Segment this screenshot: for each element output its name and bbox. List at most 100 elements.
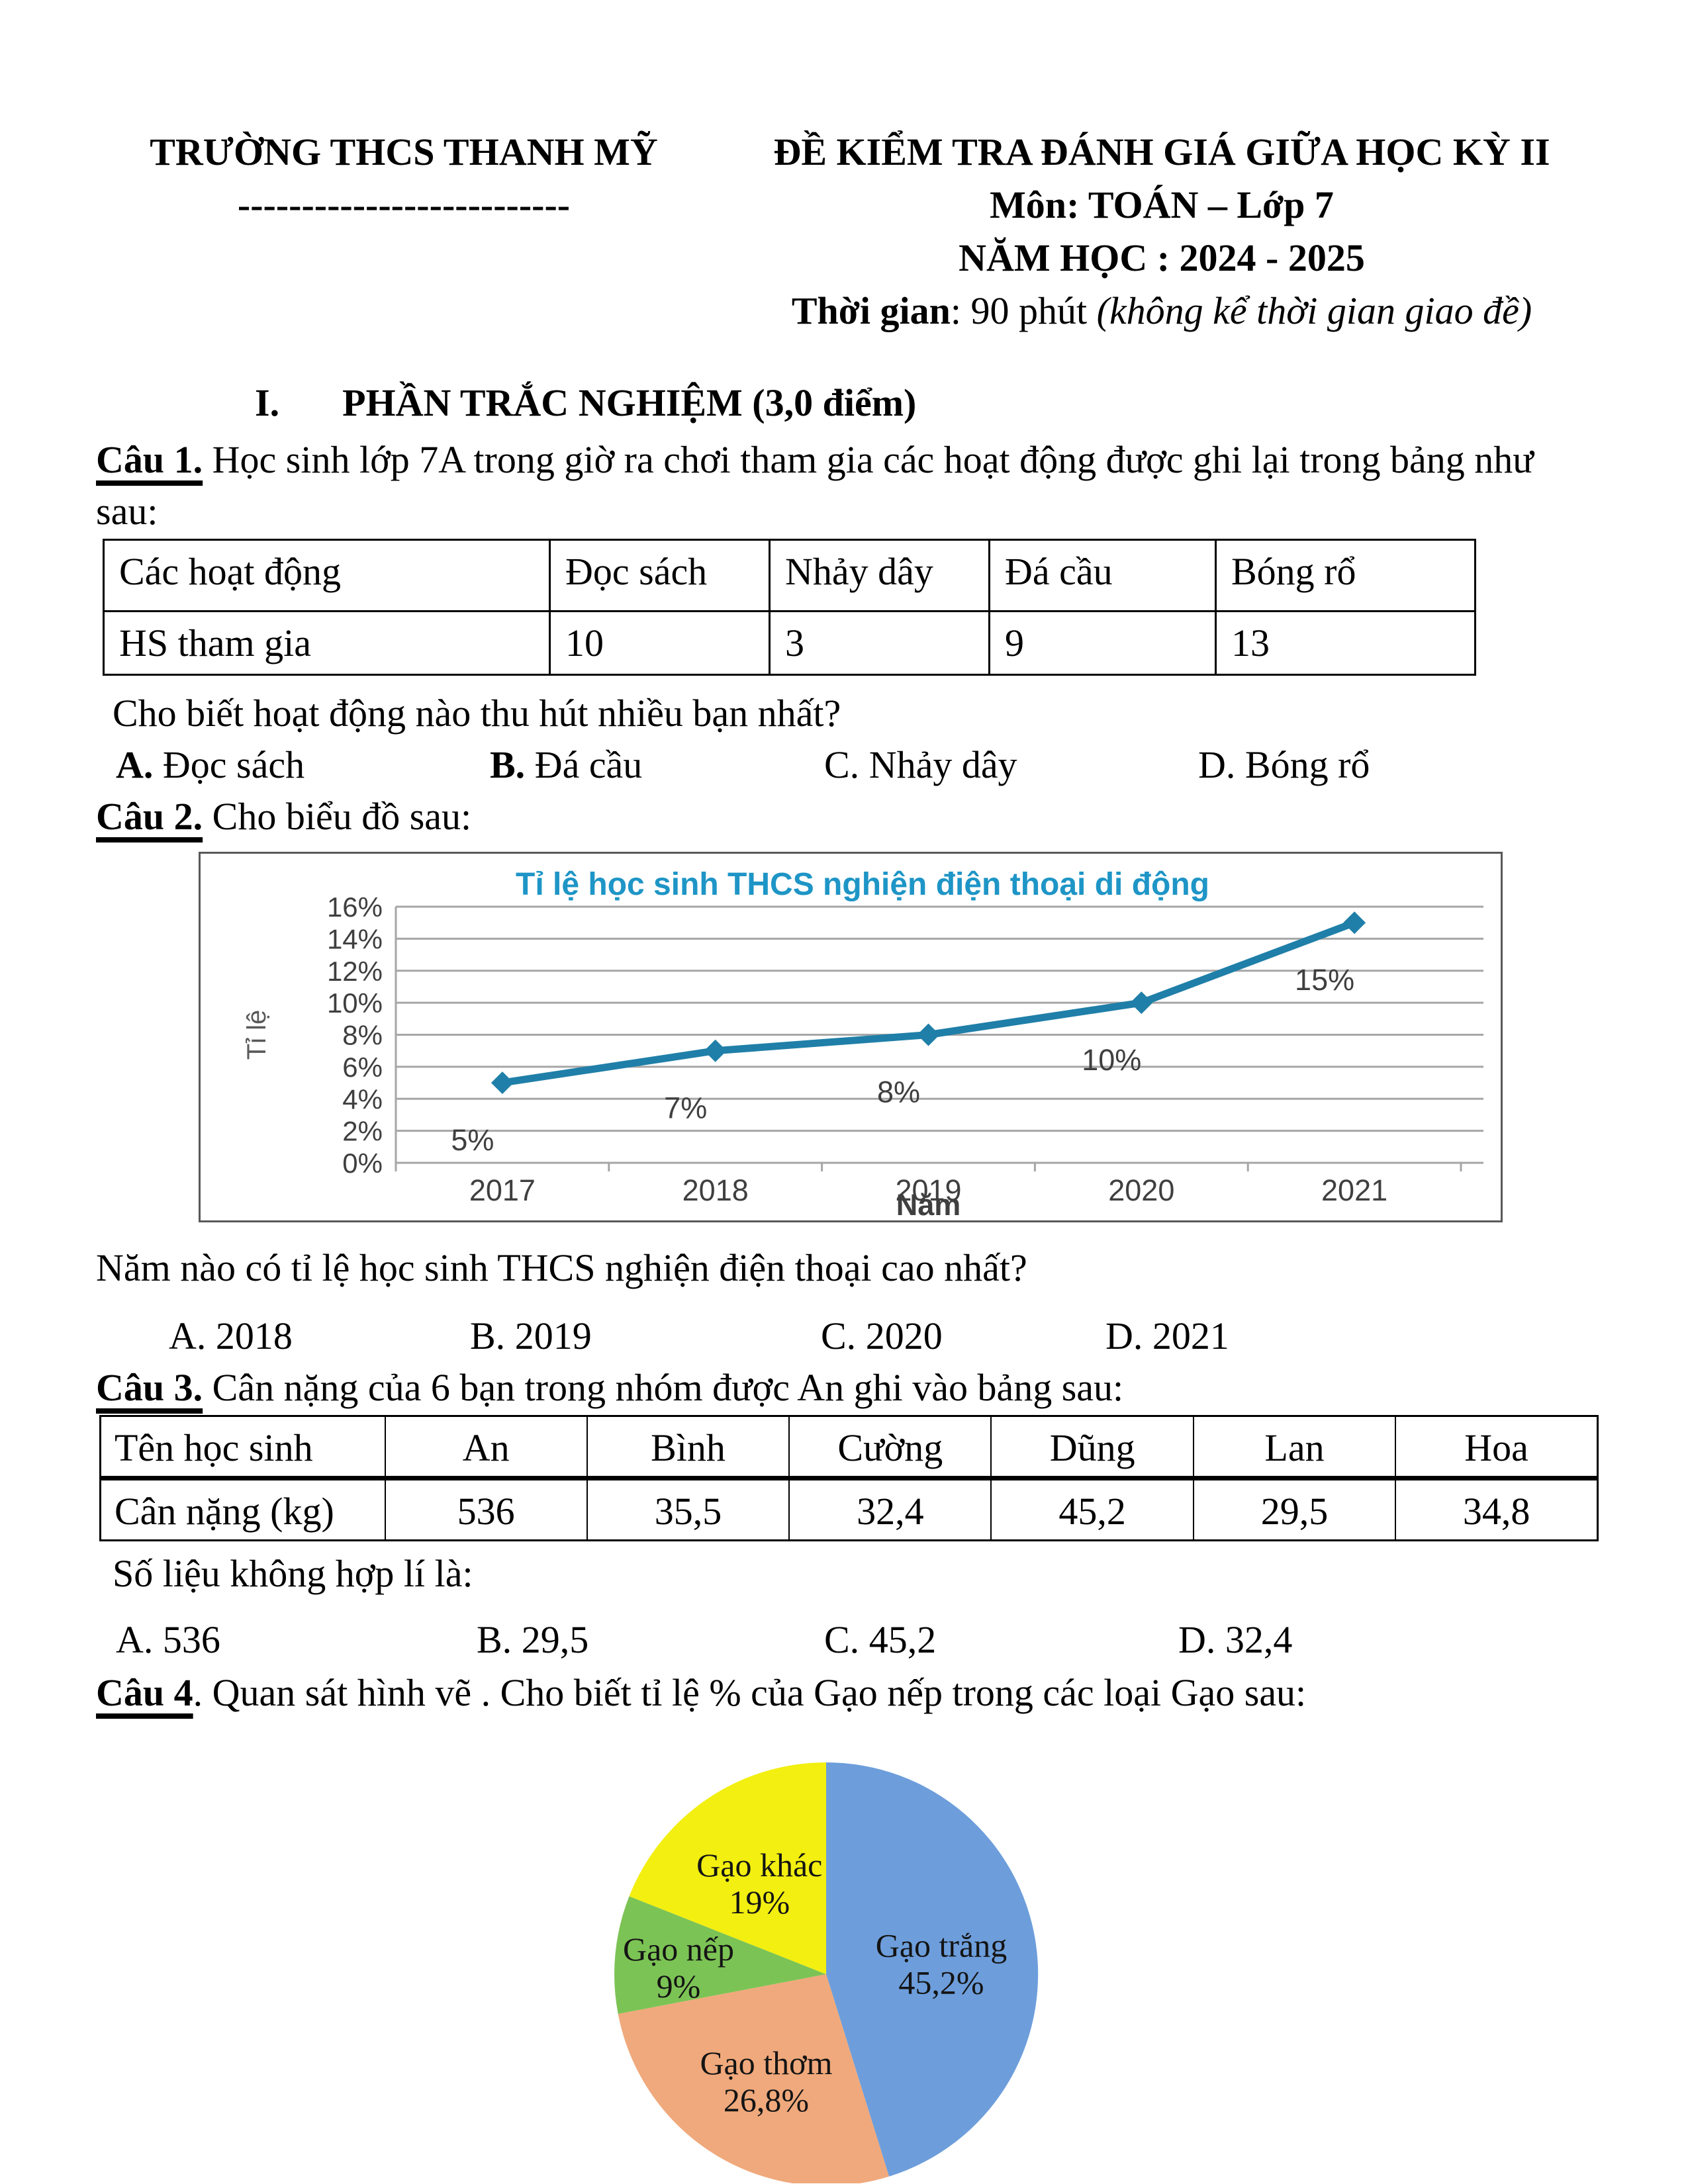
duration-note: (không kể thời gian giao đề): [1096, 289, 1532, 333]
y-tick-label: 0%: [342, 1148, 383, 1179]
table-value-cell: 13: [1215, 610, 1476, 676]
pie-slice-label: Gạo trắng 45,2%: [876, 1927, 1008, 2001]
table-data-row: Cân nặng (kg) 536 35,5 32,4 45,2 29,5 34…: [99, 1477, 1599, 1541]
q2-intro: Cho biểu đồ sau:: [203, 795, 472, 839]
q1-option-a: A. Đọc sách: [116, 739, 305, 791]
option-text: 2019: [505, 1314, 592, 1358]
option-letter: B.: [490, 743, 526, 787]
q2-question: Năm nào có tỉ lệ học sinh THCS nghiện đi…: [96, 1246, 1027, 1290]
table-header-cell: Đá cầu: [988, 539, 1217, 613]
q2-option-d: D. 2021: [1105, 1310, 1229, 1362]
option-letter: C.: [824, 743, 860, 787]
table-value-cell: 9: [988, 610, 1217, 676]
option-letter: C.: [821, 1314, 857, 1358]
data-point-marker: [917, 1023, 940, 1046]
exam-subject: Môn: TOÁN – Lớp 7: [990, 183, 1334, 227]
school-block: TRƯỜNG THCS THANH MỸ -------------------…: [86, 126, 722, 338]
q4-intro: . Quan sát hình vẽ . Cho biết tỉ lệ % củ…: [193, 1671, 1307, 1715]
y-axis-title: Tỉ lệ: [242, 1010, 271, 1060]
pie-slice: [618, 1974, 890, 2184]
x-axis-title: Năm: [896, 1188, 961, 1220]
y-tick-label: 4%: [342, 1083, 383, 1115]
q3-label: Câu 3.: [96, 1366, 203, 1410]
option-text: Bóng rổ: [1235, 743, 1370, 787]
q2-option-a: A. 2018: [169, 1310, 293, 1362]
line-chart: 0% 2% 4% 6% 8% 10% 12% 14% 16% 5% 2017 7% 2018 8% 2019…: [199, 852, 1503, 1223]
table-header-cell: Bóng rổ: [1215, 539, 1476, 613]
q3-option-a: A. 536: [116, 1614, 220, 1666]
option-letter: A.: [116, 743, 154, 787]
option-text: 32,4: [1215, 1618, 1293, 1662]
option-text: Nhảy dây: [859, 743, 1017, 787]
option-text: Đọc sách: [153, 743, 305, 787]
q1-label: Câu 1.: [96, 438, 203, 482]
x-tick-label: 2019: [895, 1173, 961, 1207]
table-header-cell: Nhảy dây: [769, 539, 990, 613]
duration-value: : 90 phút: [950, 289, 1097, 333]
data-point-label: 5%: [451, 1123, 494, 1157]
table-value-cell: 35,5: [586, 1477, 790, 1541]
q3-options: A. 536 B. 29,5 C. 45,2 D. 32,4: [86, 1614, 1602, 1666]
option-letter: D.: [1105, 1314, 1143, 1358]
option-text: 536: [153, 1618, 220, 1662]
table-header-cell: Bình: [586, 1415, 790, 1481]
q3-option-c: C. 45,2: [824, 1614, 936, 1666]
x-tick-label: 2017: [469, 1173, 536, 1207]
table-header-cell: Dũng: [990, 1415, 1194, 1481]
table-value-cell: 34,8: [1395, 1477, 1599, 1541]
y-tick-label: 6%: [342, 1052, 383, 1083]
q1-activities-table: Các hoạt động Đọc sách Nhảy dây Đá cầu B…: [103, 539, 1476, 676]
table-value-cell: 45,2: [990, 1477, 1194, 1541]
option-text: 45,2: [859, 1618, 937, 1662]
exam-duration: Thời gian: 90 phút (không kể thời gian g…: [722, 285, 1602, 338]
q1-question: Cho biết hoạt động nào thu hút nhiều bạn…: [113, 692, 841, 735]
duration-label: Thời gian: [791, 289, 951, 333]
table-header-row: Tên học sinh An Bình Cường Dũng Lan Hoa: [99, 1415, 1599, 1481]
q2-option-b: B. 2019: [470, 1310, 592, 1362]
option-text: 29,5: [512, 1618, 589, 1662]
q3-intro: Cân nặng của 6 bạn trong nhóm được An gh…: [203, 1366, 1124, 1410]
header: TRƯỜNG THCS THANH MỸ -------------------…: [86, 126, 1602, 338]
table-header-cell: Đọc sách: [549, 539, 771, 613]
option-text: 2020: [856, 1314, 943, 1358]
option-text: 2018: [206, 1314, 293, 1358]
table-header-cell: Lan: [1192, 1415, 1397, 1481]
y-tick-label: 14%: [327, 924, 383, 955]
table-value-cell: 536: [384, 1477, 588, 1541]
y-tick-label: 10%: [327, 987, 383, 1019]
x-tick-label: 2020: [1108, 1173, 1174, 1207]
q3-weights-table: Tên học sinh An Bình Cường Dũng Lan Hoa …: [99, 1415, 1599, 1542]
q3-statement: Câu 3. Cân nặng của 6 bạn trong nhóm đượ…: [86, 1362, 1602, 1414]
section-title: PHẦN TRẮC NGHIỆM (3,0 điểm): [342, 381, 917, 425]
q3-option-b: B. 29,5: [477, 1614, 588, 1666]
option-text: 2021: [1143, 1314, 1229, 1358]
q2-option-c: C. 2020: [821, 1310, 943, 1362]
table-row-label: Cân nặng (kg): [99, 1477, 386, 1541]
pie-slice: [826, 1762, 1039, 2177]
option-letter: D.: [1198, 743, 1236, 787]
q1-intro: Học sinh lớp 7A trong giờ ra chơi tham g…: [96, 438, 1534, 533]
q1-options: A. Đọc sách B. Đá cầu C. Nhảy dây D. Bón…: [86, 739, 1602, 791]
q2-statement: Câu 2. Cho biểu đồ sau:: [86, 791, 1602, 842]
x-tick-label: 2021: [1321, 1173, 1387, 1207]
exam-title: ĐỀ KIỂM TRA ĐÁNH GIÁ GIỮA HỌC KỲ II: [773, 130, 1550, 173]
option-letter: A.: [116, 1618, 154, 1662]
table-value-cell: 3: [769, 610, 990, 676]
data-point-label: 10%: [1082, 1043, 1141, 1077]
table-header-cell: Tên học sinh: [99, 1415, 386, 1481]
table-header-cell: Cường: [788, 1415, 992, 1481]
x-tick-label: 2018: [682, 1173, 749, 1207]
option-letter: A.: [169, 1314, 207, 1358]
table-header-cell: Các hoạt động: [103, 539, 551, 613]
school-name: TRƯỜNG THCS THANH MỸ: [150, 130, 658, 173]
data-point-marker: [704, 1039, 727, 1062]
data-point-marker: [491, 1071, 514, 1095]
data-point-label: 7%: [664, 1091, 707, 1125]
option-letter: B.: [477, 1618, 512, 1662]
line-chart-svg: 0%2%4%6%8%10%12%14%16%5%20177%20188%2019…: [242, 867, 1483, 1220]
y-tick-label: 16%: [327, 891, 383, 923]
data-point-label: 8%: [877, 1075, 920, 1109]
table-data-row: HS tham gia 10 3 9 13: [103, 610, 1476, 676]
